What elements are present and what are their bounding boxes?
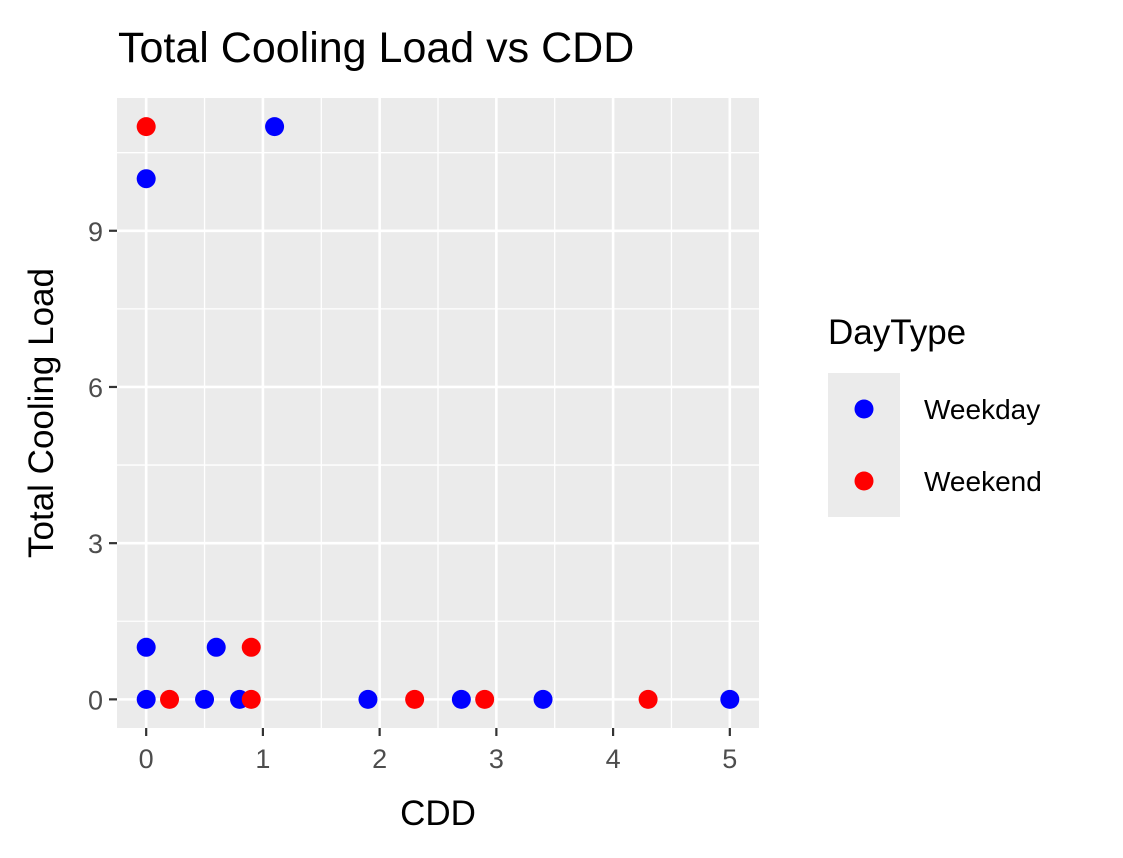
minor-gridlines [117,98,759,728]
y-tick-label: 6 [88,373,103,403]
x-axis-title: CDD [400,794,476,833]
y-axis-title: Total Cooling Load [22,268,61,558]
data-point-weekday [720,689,740,709]
data-point-weekday [358,689,378,709]
legend-label-weekday: Weekday [924,394,1040,425]
data-point-weekday [136,689,156,709]
data-point-weekend [136,117,156,137]
data-point-weekday [136,637,156,657]
data-points [136,117,740,709]
x-tick-label: 4 [606,744,621,774]
legend-key-weekend [854,471,874,491]
chart-title: Total Cooling Load vs CDD [118,24,634,72]
x-tick-label: 2 [372,744,387,774]
x-tick-label: 1 [255,744,270,774]
y-tick-label: 3 [88,529,103,559]
data-point-weekend [160,689,180,709]
y-tick-label: 9 [88,217,103,247]
data-point-weekday [451,689,471,709]
legend: DayType Weekday Weekend [828,313,1042,517]
legend-key-weekday [854,399,874,419]
data-point-weekday [206,637,226,657]
data-point-weekday [533,689,553,709]
data-point-weekday [136,169,156,189]
x-axis: 0 1 2 3 4 5 [139,728,737,774]
data-point-weekday [195,689,215,709]
legend-title: DayType [828,313,966,352]
y-tick-label: 0 [88,685,103,715]
data-point-weekend [405,689,425,709]
y-axis: 0 3 6 9 [88,217,117,715]
data-point-weekend [475,689,495,709]
data-point-weekend [241,689,261,709]
legend-label-weekend: Weekend [924,466,1042,497]
major-gridlines [117,98,759,728]
x-tick-label: 3 [489,744,504,774]
legend-keys-background [828,373,900,517]
data-point-weekday [265,117,285,137]
data-point-weekend [638,689,658,709]
x-tick-label: 5 [722,744,737,774]
data-point-weekend [241,637,261,657]
x-tick-label: 0 [139,744,154,774]
